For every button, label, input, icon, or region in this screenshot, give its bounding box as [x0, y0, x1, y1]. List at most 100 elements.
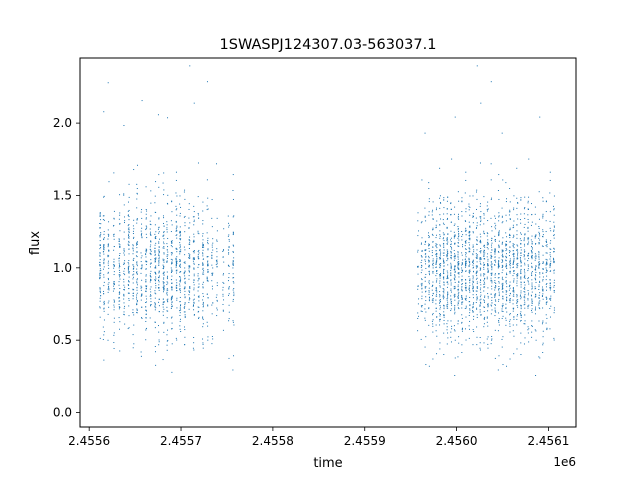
data-point	[150, 279, 152, 281]
data-point	[501, 286, 503, 288]
data-point	[228, 239, 230, 241]
data-point	[553, 286, 555, 288]
data-point	[435, 261, 437, 263]
data-point	[479, 262, 481, 264]
data-point	[465, 211, 467, 213]
data-point	[446, 304, 448, 306]
data-point	[127, 268, 129, 270]
data-point	[170, 286, 172, 288]
data-point	[141, 265, 143, 267]
data-point	[123, 311, 125, 313]
data-point	[508, 250, 510, 252]
data-point	[439, 257, 441, 259]
data-point	[549, 298, 551, 300]
data-point	[123, 295, 125, 297]
data-point	[545, 220, 547, 222]
data-point	[180, 331, 182, 333]
data-point	[158, 252, 160, 254]
data-point	[132, 292, 134, 294]
data-point	[454, 271, 456, 273]
data-point	[155, 272, 157, 274]
data-point	[119, 291, 121, 293]
data-point	[494, 287, 496, 289]
data-point	[133, 324, 135, 326]
data-point	[468, 203, 470, 205]
data-point	[487, 208, 489, 210]
data-point	[421, 295, 423, 297]
data-point	[163, 194, 165, 196]
data-point	[553, 248, 555, 250]
data-point	[461, 344, 463, 346]
data-point	[465, 279, 467, 281]
data-point	[188, 255, 190, 257]
data-point	[154, 261, 156, 263]
data-point	[553, 309, 555, 311]
data-point	[512, 261, 514, 263]
data-point	[542, 321, 544, 323]
data-point	[189, 240, 191, 242]
data-point	[232, 232, 234, 234]
data-point	[506, 299, 508, 301]
data-point	[425, 311, 427, 313]
data-point	[145, 329, 147, 331]
data-point	[107, 238, 109, 240]
data-point	[502, 336, 504, 338]
data-point	[215, 296, 217, 298]
data-point	[524, 262, 526, 264]
data-point	[553, 282, 555, 284]
data-point	[491, 280, 493, 282]
data-point	[171, 241, 173, 243]
data-point	[468, 325, 470, 327]
data-point	[494, 222, 496, 224]
data-point	[527, 290, 529, 292]
data-point	[193, 258, 195, 260]
data-point	[546, 275, 548, 277]
data-point	[517, 275, 519, 277]
data-point	[431, 255, 433, 257]
data-point	[458, 245, 460, 247]
data-point	[520, 260, 522, 262]
data-point	[154, 237, 156, 239]
data-point	[435, 288, 437, 290]
data-point	[476, 287, 478, 289]
data-point	[179, 288, 181, 290]
data-point	[103, 249, 105, 251]
data-point	[424, 259, 426, 261]
data-point	[431, 250, 433, 252]
data-point	[108, 250, 110, 252]
data-point	[443, 316, 445, 318]
data-point	[232, 234, 234, 236]
data-point	[472, 304, 474, 306]
data-point	[539, 116, 541, 118]
data-point	[123, 263, 125, 265]
data-point	[175, 248, 177, 250]
data-point	[461, 321, 463, 323]
data-point	[494, 256, 496, 258]
data-point	[439, 258, 441, 260]
data-point	[469, 305, 471, 307]
data-point	[424, 216, 426, 218]
data-point	[197, 311, 199, 313]
data-point	[531, 203, 533, 205]
data-point	[149, 223, 151, 225]
data-point	[528, 304, 530, 306]
data-point	[421, 269, 423, 271]
data-point	[531, 243, 533, 245]
data-point	[100, 219, 102, 221]
data-point	[439, 301, 441, 303]
data-point	[443, 284, 445, 286]
data-point	[450, 320, 452, 322]
data-point	[531, 242, 533, 244]
data-point	[435, 290, 437, 292]
data-point	[158, 265, 160, 266]
data-point	[136, 164, 138, 166]
data-point	[202, 263, 204, 265]
data-point	[167, 310, 169, 312]
data-point	[490, 261, 492, 263]
data-point	[516, 197, 518, 199]
data-point	[154, 247, 156, 249]
data-point	[501, 251, 503, 253]
data-point	[494, 303, 496, 305]
data-point	[184, 315, 186, 317]
data-point	[545, 201, 547, 203]
